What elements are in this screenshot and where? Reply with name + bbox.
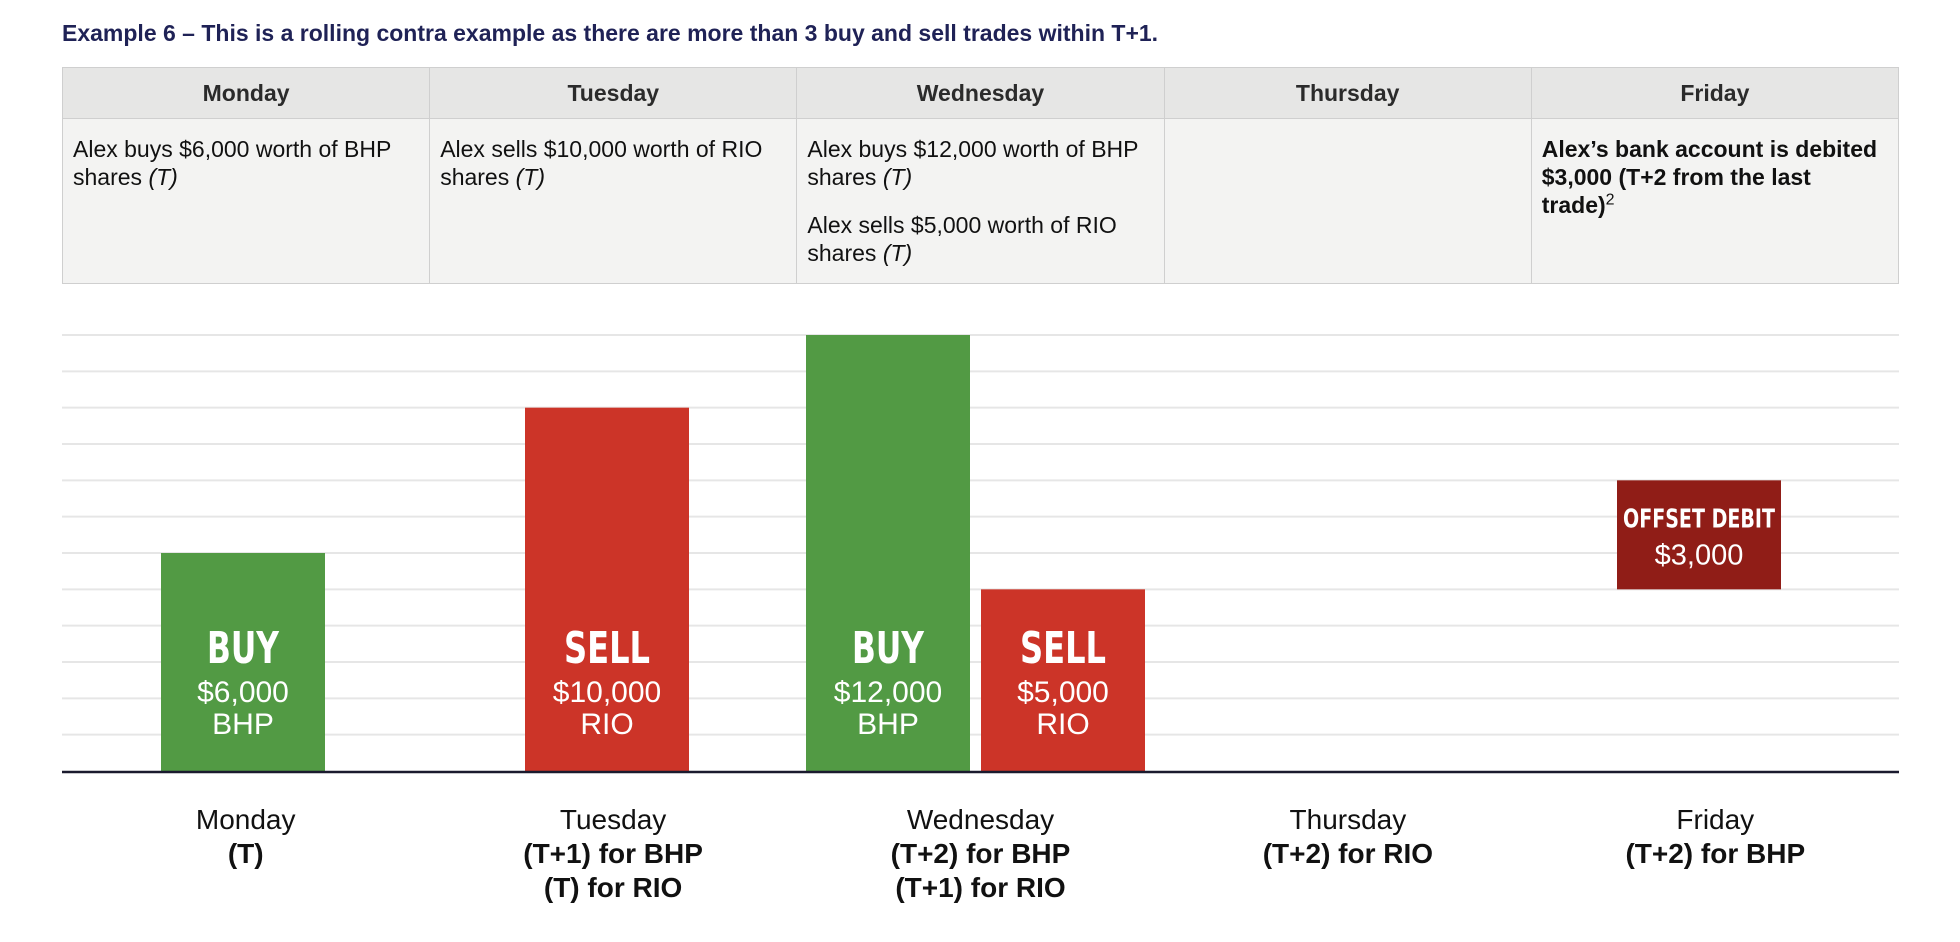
bar-stock-label: RIO [580,708,633,741]
schedule-body-row: Alex buys $6,000 worth of BHP shares (T)… [61,118,1900,284]
x-tick-label-settlement: (T) [228,838,264,869]
x-tick-label-day: Tuesday [560,804,666,835]
wednesday-sell-text: Alex sells $5,000 worth of RIO shares [807,212,1117,266]
tuesday-trade-text: Alex sells $10,000 worth of RIO shares [440,136,763,190]
bar-friday-offset [1617,480,1781,590]
bar-amount-label: $10,000 [553,676,661,709]
bar-action-label: SELL [564,623,650,674]
schedule-header-row: Monday Tuesday Wednesday Thursday Friday [61,67,1900,119]
bar-stock-label: BHP [857,708,919,741]
bar-stock-label: BHP [212,708,274,741]
page-title: Example 6 – This is a rolling contra exa… [62,20,1159,46]
bar-stock-label: RIO [1036,708,1089,741]
wednesday-sell-tag: (T) [882,240,913,266]
day-header-thursday: Thursday [1163,67,1532,119]
friday-cell: Alex’s bank account is debited $3,000 (T… [1530,118,1900,284]
bar-action-label: BUY [207,623,280,674]
footnote-marker: 2 [1605,191,1615,209]
friday-debit-text: Alex’s bank account is debited $3,000 (T… [1541,136,1878,218]
bar-amount-label: $6,000 [197,676,289,709]
thursday-cell [1163,118,1532,284]
bar-wednesday-sell [981,589,1145,771]
bar-amount-label: $12,000 [834,676,942,709]
wednesday-buy-text: Alex buys $12,000 worth of BHP shares [807,136,1139,190]
bar-action-label: OFFSET DEBIT [1623,504,1775,534]
bar-wednesday-buy [806,335,970,771]
day-header-monday: Monday [61,67,431,119]
tuesday-cell: Alex sells $10,000 worth of RIO shares (… [429,118,798,284]
day-header-friday: Friday [1530,67,1900,119]
x-tick-label-settlement: (T+1) for BHP [523,838,703,869]
bar-action-label: SELL [1020,623,1106,674]
x-tick-label-day: Thursday [1290,804,1407,835]
x-tick-label-settlement: (T) for RIO [544,872,682,903]
wednesday-cell: Alex buys $12,000 worth of BHP shares (T… [796,118,1165,284]
x-tick-label-settlement: (T+2) for BHP [891,838,1071,869]
x-tick-label-day: Friday [1676,804,1754,835]
tuesday-trade: Alex sells $10,000 worth of RIO shares (… [440,135,786,191]
monday-trade-text: Alex buys $6,000 worth of BHP shares [73,136,391,190]
tuesday-trade-tag: (T) [515,164,545,190]
x-tick-label-day: Monday [196,804,296,835]
wednesday-buy-tag: (T) [882,164,913,190]
bar-amount-label: $3,000 [1655,539,1744,571]
day-header-wednesday: Wednesday [796,67,1165,119]
wednesday-trade-buy: Alex buys $12,000 worth of BHP shares (T… [807,135,1153,191]
trade-schedule-table: Monday Tuesday Wednesday Thursday Friday… [61,67,1900,284]
x-tick-label-day: Wednesday [907,804,1054,835]
monday-trade: Alex buys $6,000 worth of BHP shares (T) [73,135,419,191]
bar-tuesday-sell [525,407,689,771]
bar-action-label: BUY [852,623,925,674]
monday-trade-tag: (T) [148,164,178,190]
day-header-tuesday: Tuesday [429,67,798,119]
x-tick-label-settlement: (T+2) for RIO [1263,838,1433,869]
bar-amount-label: $5,000 [1017,676,1109,709]
wednesday-trade-sell: Alex sells $5,000 worth of RIO shares (T… [807,211,1153,267]
x-tick-label-settlement: (T+2) for BHP [1625,838,1805,869]
x-tick-label-settlement: (T+1) for RIO [895,872,1065,903]
monday-cell: Alex buys $6,000 worth of BHP shares (T) [61,118,431,284]
bar-monday-buy [161,553,325,771]
